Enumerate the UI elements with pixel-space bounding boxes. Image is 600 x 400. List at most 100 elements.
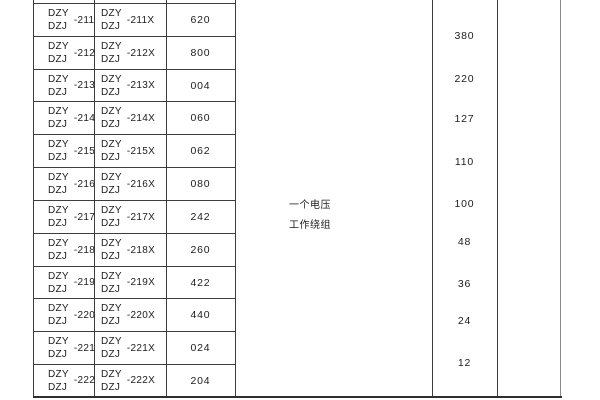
- series-stack: DZY DZJ: [101, 105, 122, 131]
- model-cell-variant: DZY DZJ -216X: [94, 168, 166, 200]
- series-name-dzy: DZY: [101, 238, 122, 249]
- table-row: DZY DZJ -216 DZY DZJ -216X 080: [33, 168, 235, 200]
- series-stack: DZY DZJ: [101, 237, 122, 263]
- series-name-dzy: DZY: [101, 73, 122, 85]
- voltage-value: 100: [454, 198, 475, 210]
- series-name-dzj: DZJ: [48, 152, 68, 163]
- row-divider: [33, 101, 236, 102]
- series-stack: DZY DZJ: [101, 73, 122, 99]
- series-name-dzy: DZY: [101, 106, 122, 117]
- model-cell-variant: DZY DZJ -213X: [94, 70, 166, 101]
- model-cell-variant: DZY DZJ -219X: [94, 267, 166, 298]
- voltage-value: 48: [457, 236, 472, 248]
- series-name-dzj: DZJ: [48, 283, 68, 295]
- row-divider: [33, 3, 236, 4]
- model-suffix-x: -215X: [126, 145, 156, 157]
- model-cell-primary: DZY DZJ -217: [33, 201, 95, 233]
- series-name-dzj: DZJ: [101, 21, 121, 32]
- series-name-dzj: DZJ: [48, 86, 68, 98]
- model-cell-variant: DZY DZJ -220X: [94, 299, 166, 331]
- code-value: 204: [190, 374, 211, 387]
- code-value-cell: 800: [166, 37, 235, 69]
- table-row: DZY DZJ -211 DZY DZJ -211X 620: [33, 4, 235, 36]
- series-name-dzy: DZY: [48, 368, 69, 380]
- voltage-value: 127: [454, 113, 475, 125]
- series-name-dzj: DZJ: [101, 54, 121, 65]
- table-row: DZY DZJ -212 DZY DZJ -212X 800: [33, 37, 235, 69]
- series-name-dzy: DZY: [48, 106, 69, 117]
- model-cell-primary: DZY DZJ -220: [33, 299, 96, 331]
- row-divider: [33, 167, 236, 168]
- model-cell-primary: DZY DZJ -213: [33, 70, 95, 101]
- model-suffix-x: -213X: [126, 80, 156, 91]
- table-row: DZY DZJ -218 DZY DZJ -218X 260: [33, 234, 235, 266]
- series-name-dzj: DZJ: [101, 185, 121, 196]
- series-name-dzy: DZY: [48, 8, 69, 19]
- series-name-dzj: DZJ: [101, 283, 121, 295]
- model-cell-variant: DZY DZJ -214X: [94, 102, 166, 134]
- model-cell-primary: DZY DZJ -211: [33, 4, 94, 36]
- series-name-dzj: DZJ: [48, 54, 68, 65]
- model-suffix-x: -216X: [126, 178, 156, 190]
- series-name-dzy: DZY: [48, 238, 69, 249]
- code-value-cell: 060: [166, 102, 235, 134]
- table-row: DZY DZJ -221 DZY DZJ -221X 024: [33, 332, 235, 364]
- code-value: 062: [190, 145, 211, 157]
- voltage-value: 220: [454, 73, 475, 85]
- column-divider: [560, 0, 561, 396]
- model-suffix-x: -220X: [126, 309, 156, 321]
- series-stack: DZY DZJ: [101, 171, 122, 197]
- voltage-value: 36: [457, 278, 472, 290]
- series-stack: DZY DZJ: [48, 302, 69, 328]
- row-divider: [33, 69, 236, 70]
- series-name-dzy: DZY: [101, 368, 122, 380]
- model-cell-primary: DZY DZJ -215: [33, 135, 95, 167]
- table-row: DZY DZJ -217 DZY DZJ -217X 242: [33, 201, 235, 233]
- series-name-dzj: DZJ: [101, 349, 121, 360]
- series-stack: DZY DZJ: [48, 171, 69, 197]
- series-stack: DZY DZJ: [48, 270, 69, 296]
- row-divider: [33, 233, 236, 234]
- model-suffix: -211: [73, 14, 95, 26]
- column-divider: [33, 0, 34, 396]
- table-row: DZY DZJ -213 DZY DZJ -213X 004: [33, 70, 235, 101]
- model-cell-variant: DZY DZJ -221X: [94, 332, 166, 364]
- series-name-dzy: DZY: [101, 270, 122, 282]
- series-name-dzy: DZY: [101, 336, 122, 347]
- series-name-dzj: DZJ: [48, 119, 68, 130]
- series-stack: DZY DZJ: [101, 270, 122, 296]
- row-divider: [33, 266, 236, 267]
- series-name-dzj: DZJ: [101, 86, 121, 98]
- model-suffix: -222: [73, 375, 96, 386]
- code-value-cell: 080: [166, 168, 235, 200]
- column-divider: [166, 0, 167, 396]
- model-suffix: -219: [73, 277, 96, 288]
- model-suffix: -218: [73, 244, 96, 256]
- series-stack: DZY DZJ: [101, 302, 122, 328]
- series-name-dzj: DZJ: [48, 218, 68, 229]
- model-cell-variant: DZY DZJ -218X: [94, 234, 166, 266]
- series-name-dzj: DZJ: [101, 152, 121, 163]
- model-cell-variant: DZY DZJ -212X: [94, 37, 166, 69]
- voltage-value: 12: [457, 357, 472, 369]
- code-value-cell: 242: [166, 201, 235, 233]
- model-suffix: -220: [73, 309, 96, 321]
- code-value-cell: 062: [166, 135, 235, 167]
- row-divider: [33, 134, 236, 135]
- code-value: 242: [190, 211, 211, 223]
- model-suffix-x: -222X: [126, 375, 156, 386]
- series-name-dzy: DZY: [48, 172, 69, 183]
- series-name-dzy: DZY: [48, 205, 69, 216]
- row-divider: [33, 298, 236, 299]
- model-cell-primary: DZY DZJ -218: [33, 234, 96, 266]
- table-row: DZY DZJ -222 DZY DZJ -222X 204: [33, 365, 235, 396]
- table-row: DZY DZJ -219 DZY DZJ -219X 422: [33, 267, 235, 298]
- series-name-dzj: DZJ: [48, 316, 68, 327]
- series-name-dzy: DZY: [101, 139, 122, 150]
- code-value: 080: [190, 178, 211, 190]
- row-divider: [33, 36, 236, 37]
- model-cell-primary: DZY DZJ -214: [33, 102, 95, 134]
- series-stack: DZY DZJ: [48, 237, 69, 263]
- code-value-cell: 620: [166, 4, 235, 36]
- series-name-dzy: DZY: [101, 303, 122, 314]
